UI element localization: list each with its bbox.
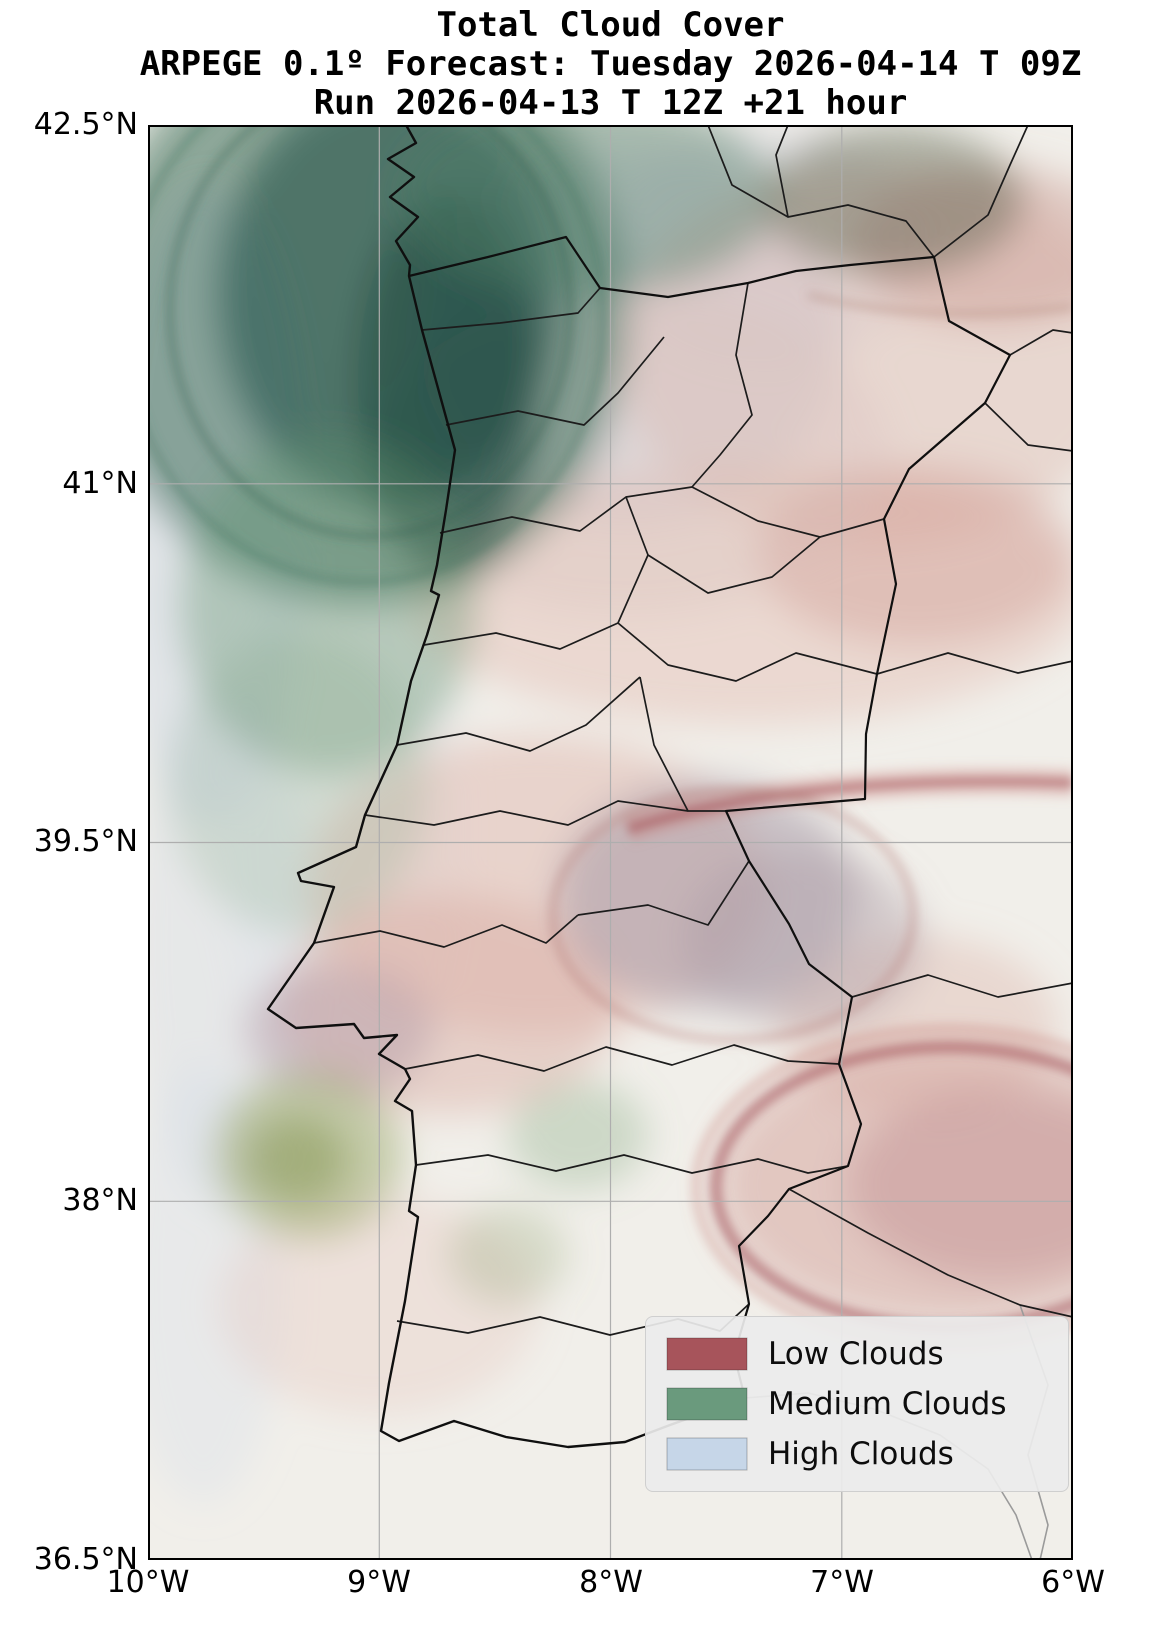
y-tick-36-5n: 36.5°N (33, 1542, 138, 1577)
title-block: Total Cloud Cover ARPEGE 0.1º Forecast: … (0, 6, 1175, 123)
chart-title: Total Cloud Cover (436, 5, 785, 45)
y-tick-41n: 41°N (62, 466, 138, 501)
portugal-spain-border (408, 235, 1012, 1399)
y-tick-39-5n: 39.5°N (33, 824, 138, 859)
medium-clouds-swatch (666, 1387, 748, 1421)
y-tick-42-5n: 42.5°N (33, 107, 138, 142)
district-boundaries (313, 125, 1073, 1336)
x-tick-9w: 9°W (347, 1565, 411, 1600)
legend-item-medium-clouds: Medium Clouds (666, 1386, 1048, 1422)
chart-subtitle-run: Run 2026-04-13 T 12Z +21 hour (313, 83, 908, 123)
map-plot-area: Low Clouds Medium Clouds High Clouds (148, 125, 1073, 1560)
legend-item-low-clouds: Low Clouds (666, 1336, 1048, 1372)
portugal-coastline (266, 125, 746, 1449)
x-tick-10w: 10°W (106, 1565, 190, 1600)
x-tick-6w: 6°W (1041, 1565, 1105, 1600)
high-clouds-swatch (666, 1437, 748, 1471)
x-tick-8w: 8°W (579, 1565, 643, 1600)
weather-map (148, 125, 1073, 1560)
legend-item-high-clouds: High Clouds (666, 1436, 1048, 1472)
y-tick-38n: 38°N (62, 1183, 138, 1218)
legend-label-medium-clouds: Medium Clouds (768, 1386, 1007, 1422)
legend-label-high-clouds: High Clouds (768, 1436, 954, 1472)
x-tick-7w: 7°W (810, 1565, 874, 1600)
chart-subtitle-forecast: ARPEGE 0.1º Forecast: Tuesday 2026-04-14… (139, 44, 1082, 84)
low-clouds-swatch (666, 1337, 748, 1371)
legend-label-low-clouds: Low Clouds (768, 1336, 944, 1372)
plot-frame (148, 125, 1073, 1560)
legend: Low Clouds Medium Clouds High Clouds (645, 1316, 1069, 1492)
